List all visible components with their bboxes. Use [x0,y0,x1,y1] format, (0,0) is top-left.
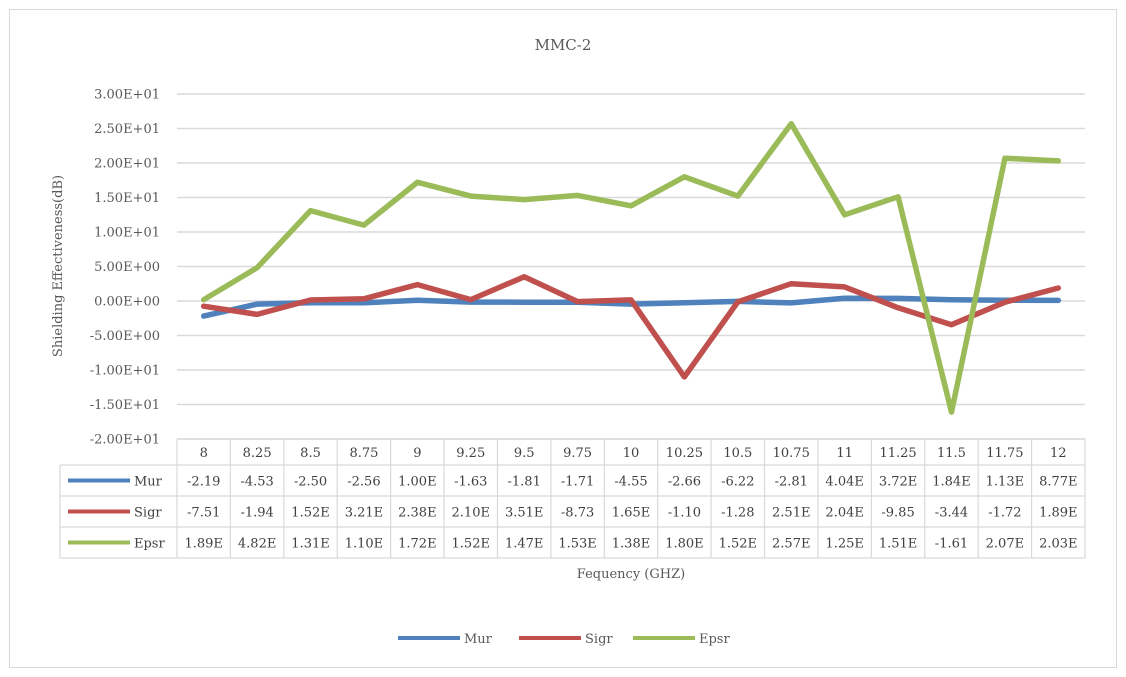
chart-title: MMC-2 [535,36,592,54]
table-cell: 3.21E [345,506,383,521]
x-tick-label: 8.5 [300,446,321,461]
x-tick-label: 11.75 [986,446,1023,461]
table-cell: 2.51E [772,506,810,521]
x-tick-label: 9 [413,446,421,461]
x-tick-label: 12 [1050,446,1067,461]
y-tick-label: 1.00E+01 [94,226,160,241]
x-tick-label: 9.5 [514,446,535,461]
table-cell: -1.94 [240,506,273,521]
table-cell: -1.72 [988,506,1021,521]
series-lines [200,120,1062,415]
table-cell: 2.03E [1039,537,1077,552]
table-cell: 2.57E [772,537,810,552]
table-cell: 3.72E [879,475,917,490]
table-cell: 4.82E [238,537,276,552]
table-series-label: Sigr [134,506,162,521]
table-cell: -2.56 [347,475,380,490]
table-cell: -1.10 [668,506,701,521]
x-tick-label: 10.5 [723,446,752,461]
y-tick-label: 0.00E+00 [94,295,160,310]
x-tick-label: 8 [200,446,208,461]
x-tick-label: 11.5 [937,446,966,461]
table-cell: 1.51E [879,537,917,552]
table-cell: -8.73 [561,506,594,521]
y-tick-label: 5.00E+00 [94,260,160,275]
legend-label: Mur [464,632,493,647]
table-cell: -1.61 [935,537,968,552]
table-cell: 1.52E [291,506,329,521]
table-cell: 2.38E [398,506,436,521]
table-series-label: Epsr [134,537,165,552]
table-cell: -1.71 [561,475,594,490]
table-cell: 1.25E [825,537,863,552]
table-cell: 1.72E [398,537,436,552]
y-tick-label: -1.50E+01 [90,398,160,413]
table-cell: -3.44 [935,506,968,521]
legend: Mur Sigr Epsr [398,632,730,647]
table-cell: 1.84E [932,475,970,490]
table-cell: -4.55 [614,475,647,490]
table-series-label: Mur [134,475,163,490]
x-tick-label: 9.75 [563,446,592,461]
y-tick-label: 2.00E+01 [94,157,160,172]
x-tick-label: 9.25 [456,446,485,461]
y-tick-label: 1.50E+01 [94,191,160,206]
x-tick-label: 8.75 [349,446,378,461]
table-cell: 1.31E [291,537,329,552]
x-tick-label: 8.25 [243,446,272,461]
table-cell: -1.63 [454,475,487,490]
table-cell: 3.51E [505,506,543,521]
legend-label: Epsr [699,632,730,647]
y-axis-label: Shielding Effectiveness(dB) [51,175,66,357]
table-cell: 1.52E [719,537,757,552]
x-tick-label: 10.25 [666,446,703,461]
table-cell: 1.10E [345,537,383,552]
x-tick-label: 10.75 [773,446,810,461]
table-cell: 2.10E [452,506,490,521]
table-cell: 1.89E [184,537,222,552]
x-tick-label: 11 [836,446,853,461]
table-cell: 4.04E [825,475,863,490]
y-tick-label: -5.00E+00 [90,329,160,344]
table-cell: -9.85 [881,506,914,521]
table-cell: 1.53E [558,537,596,552]
table-cell: 2.04E [825,506,863,521]
table-cell: -7.51 [187,506,220,521]
table-cell: 1.13E [986,475,1024,490]
y-axis-ticks: -2.00E+01 -1.50E+01 -1.00E+01 -5.00E+00 0.00… [90,88,160,448]
y-tick-label: -1.00E+01 [90,364,160,379]
table-cell: 1.80E [665,537,703,552]
table-cell: 8.77E [1039,475,1077,490]
series-line-epsr [200,120,1062,415]
y-tick-label: -2.00E+01 [90,433,160,448]
table-cell: 1.89E [1039,506,1077,521]
table-cell: 2.07E [986,537,1024,552]
table-cell: -2.66 [668,475,701,490]
y-tick-label: 3.00E+01 [94,88,160,103]
table-cell: 1.47E [505,537,543,552]
table-cell: 1.00E [398,475,436,490]
table-cell: -2.19 [187,475,220,490]
x-axis-label: Fequency (GHZ) [577,567,685,582]
table-cell: -6.22 [721,475,754,490]
table-cell: -2.81 [775,475,808,490]
table-cell: -1.28 [721,506,754,521]
y-tick-label: 2.50E+01 [94,122,160,137]
chart-frame [9,9,1117,668]
table-cell: -4.53 [240,475,273,490]
table-cell: 1.52E [452,537,490,552]
table-cell: -1.81 [508,475,541,490]
table-cell: 1.38E [612,537,650,552]
legend-label: Sigr [585,632,613,647]
series-line-sigr [200,274,1062,380]
data-table: 8 8.25 8.5 8.75 9 9.25 9.5 9.75 10 10.25 10.5 10.75… [59,438,1086,559]
table-cell: 1.65E [612,506,650,521]
table-cell: -2.50 [294,475,327,490]
x-tick-label: 11.25 [879,446,916,461]
x-tick-label: 10 [623,446,640,461]
